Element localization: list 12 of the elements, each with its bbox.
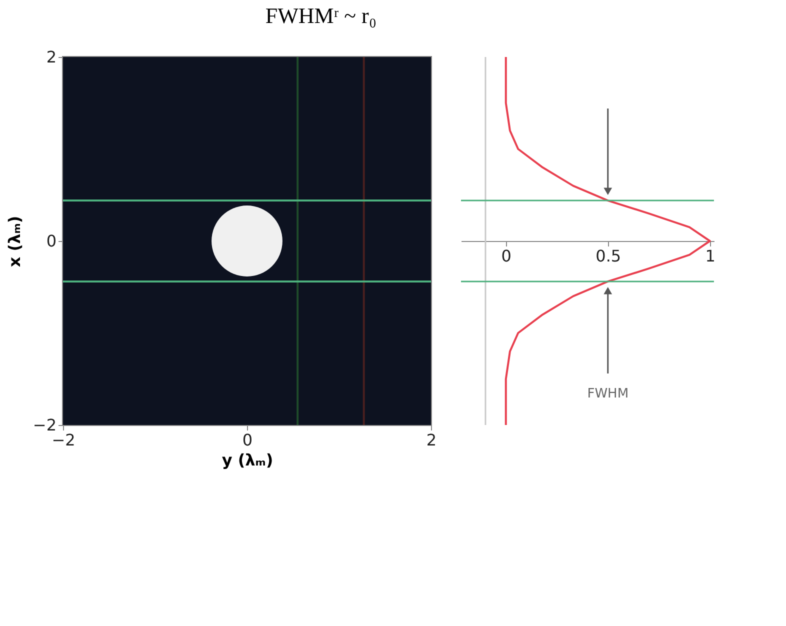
y-tick-label: 2 — [46, 48, 56, 66]
x-tick-label: 0.5 — [596, 246, 622, 266]
y-axis-title: x (λₘ) — [4, 216, 24, 268]
x-tick-label: 0 — [501, 246, 512, 266]
y-tick-label: 0 — [46, 232, 56, 250]
x-tick-label: 1 — [705, 246, 716, 266]
x-axis-title: y (λₘ) — [222, 450, 274, 470]
chart-title: FWHMʳ ~ r₀ — [265, 3, 377, 28]
y-tick-label: −2 — [32, 416, 56, 434]
x-tick-label: 0 — [242, 430, 253, 450]
annotation: FWHM — [587, 386, 629, 402]
x-tick-label: 2 — [426, 430, 437, 450]
